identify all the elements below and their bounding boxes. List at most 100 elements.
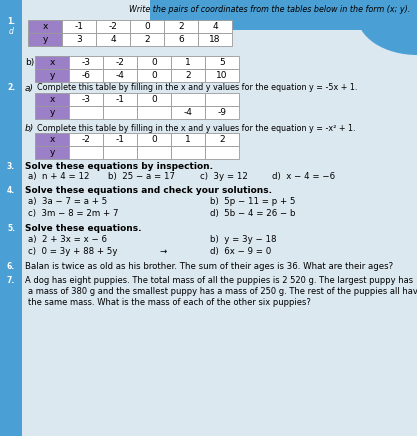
- Text: 10: 10: [216, 71, 228, 80]
- Text: y: y: [42, 35, 48, 44]
- Text: 2.: 2.: [7, 84, 15, 92]
- Text: →: →: [160, 246, 167, 255]
- Bar: [103, 106, 137, 119]
- Bar: [103, 93, 137, 106]
- Text: b)  5p − 11 = p + 5: b) 5p − 11 = p + 5: [210, 197, 296, 205]
- Text: d: d: [9, 27, 13, 37]
- Bar: [205, 93, 239, 106]
- Text: c)  3y = 12: c) 3y = 12: [200, 171, 248, 181]
- Bar: [137, 146, 171, 159]
- Bar: [205, 56, 239, 69]
- Bar: [69, 146, 103, 159]
- Text: 3.: 3.: [7, 161, 15, 170]
- Bar: [69, 93, 103, 106]
- Bar: [164, 20, 198, 33]
- Bar: [62, 33, 96, 46]
- Text: -2: -2: [82, 135, 90, 144]
- Bar: [103, 56, 137, 69]
- Text: 0: 0: [151, 58, 157, 67]
- Text: -3: -3: [81, 95, 90, 104]
- Text: 5.: 5.: [7, 224, 15, 232]
- Text: a mass of 380 g and the smallest puppy has a mass of 250 g. The rest of the pupp: a mass of 380 g and the smallest puppy h…: [28, 286, 417, 296]
- Text: Solve these equations and check your solutions.: Solve these equations and check your sol…: [25, 185, 272, 194]
- Text: d)  x − 4 = −6: d) x − 4 = −6: [272, 171, 335, 181]
- Bar: [205, 106, 239, 119]
- Bar: [69, 133, 103, 146]
- Bar: [28, 20, 62, 33]
- Text: -2: -2: [108, 22, 118, 31]
- Text: -4: -4: [183, 108, 192, 117]
- Text: Complete this table by filling in the x and y values for the equation y = -5x + : Complete this table by filling in the x …: [37, 84, 357, 92]
- Text: y: y: [49, 71, 55, 80]
- Bar: [171, 133, 205, 146]
- Text: 2: 2: [178, 22, 184, 31]
- Bar: [150, 0, 417, 30]
- Text: -6: -6: [81, 71, 90, 80]
- Text: -1: -1: [116, 95, 125, 104]
- Bar: [69, 69, 103, 82]
- Text: 0: 0: [151, 95, 157, 104]
- Text: 1: 1: [185, 135, 191, 144]
- Text: -1: -1: [116, 135, 125, 144]
- Bar: [35, 106, 69, 119]
- Bar: [137, 93, 171, 106]
- Text: 6.: 6.: [7, 262, 15, 270]
- Bar: [69, 106, 103, 119]
- Text: 0: 0: [144, 22, 150, 31]
- Text: 2: 2: [185, 71, 191, 80]
- Bar: [137, 69, 171, 82]
- Bar: [35, 133, 69, 146]
- Text: 6: 6: [178, 35, 184, 44]
- Text: y: y: [49, 148, 55, 157]
- Bar: [69, 56, 103, 69]
- Bar: [96, 20, 130, 33]
- Bar: [205, 146, 239, 159]
- Text: 4: 4: [110, 35, 116, 44]
- Bar: [137, 106, 171, 119]
- Bar: [198, 33, 232, 46]
- Bar: [130, 33, 164, 46]
- Text: 18: 18: [209, 35, 221, 44]
- Text: Solve these equations by inspection.: Solve these equations by inspection.: [25, 161, 213, 170]
- Text: 2: 2: [219, 135, 225, 144]
- Bar: [35, 56, 69, 69]
- Bar: [62, 20, 96, 33]
- Bar: [35, 69, 69, 82]
- Text: 4.: 4.: [7, 185, 15, 194]
- Bar: [164, 33, 198, 46]
- Bar: [198, 20, 232, 33]
- Text: x: x: [49, 95, 55, 104]
- Text: 0: 0: [151, 71, 157, 80]
- Bar: [171, 106, 205, 119]
- Bar: [171, 56, 205, 69]
- Text: c)  3m − 8 = 2m + 7: c) 3m − 8 = 2m + 7: [28, 208, 118, 218]
- Text: Solve these equations.: Solve these equations.: [25, 224, 141, 232]
- Bar: [35, 93, 69, 106]
- Text: A dog has eight puppies. The total mass of all the puppies is 2 520 g. The large: A dog has eight puppies. The total mass …: [25, 276, 413, 285]
- Bar: [205, 133, 239, 146]
- Text: d)  6x − 9 = 0: d) 6x − 9 = 0: [210, 246, 271, 255]
- Text: -4: -4: [116, 71, 124, 80]
- Text: x: x: [42, 22, 48, 31]
- Bar: [103, 146, 137, 159]
- Text: 3: 3: [76, 35, 82, 44]
- Text: a): a): [25, 84, 34, 92]
- Text: a)  2 + 3x = x − 6: a) 2 + 3x = x − 6: [28, 235, 107, 243]
- Text: -3: -3: [81, 58, 90, 67]
- Text: d)  5b − 4 = 26 − b: d) 5b − 4 = 26 − b: [210, 208, 296, 218]
- Bar: [0, 0, 22, 436]
- Bar: [35, 146, 69, 159]
- Bar: [130, 20, 164, 33]
- Bar: [171, 93, 205, 106]
- Ellipse shape: [357, 0, 417, 55]
- Text: Balan is twice as old as his brother. The sum of their ages is 36. What are thei: Balan is twice as old as his brother. Th…: [25, 262, 393, 270]
- Text: 1: 1: [185, 58, 191, 67]
- Bar: [103, 69, 137, 82]
- Text: a)  n + 4 = 12: a) n + 4 = 12: [28, 171, 90, 181]
- Text: 7.: 7.: [7, 276, 15, 285]
- Text: -9: -9: [218, 108, 226, 117]
- Text: 0: 0: [151, 135, 157, 144]
- Text: b)  y = 3y − 18: b) y = 3y − 18: [210, 235, 276, 243]
- Bar: [103, 133, 137, 146]
- Text: Write the pairs of coordinates from the tables below in the form (x; y).: Write the pairs of coordinates from the …: [129, 6, 411, 14]
